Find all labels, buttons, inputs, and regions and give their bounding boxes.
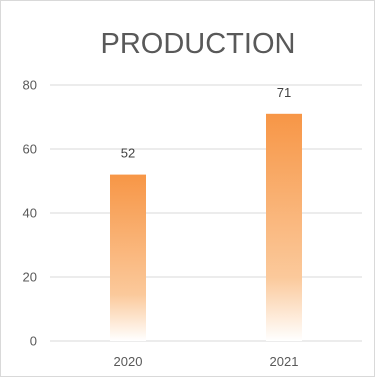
- x-tick-label-2020: 2020: [114, 354, 143, 369]
- bars: [110, 113, 302, 341]
- gridlines: [50, 84, 362, 342]
- data-label-2021: 71: [277, 85, 291, 100]
- y-tick-label: 60: [23, 142, 37, 157]
- x-tick-label-2021: 2021: [270, 354, 299, 369]
- y-tick-label: 20: [23, 270, 37, 285]
- y-tick-label: 80: [23, 78, 37, 93]
- y-tick-label: 0: [30, 334, 37, 349]
- data-label-2020: 52: [121, 146, 135, 161]
- chart-title: PRODUCTION: [101, 28, 296, 60]
- y-axis-labels: 0 20 40 60 80: [23, 78, 37, 349]
- data-labels: 52 71: [121, 85, 291, 161]
- bar-2020: [110, 174, 146, 341]
- bar-2021: [266, 113, 302, 341]
- y-tick-label: 40: [23, 206, 37, 221]
- x-axis-labels: 2020 2021: [114, 354, 299, 369]
